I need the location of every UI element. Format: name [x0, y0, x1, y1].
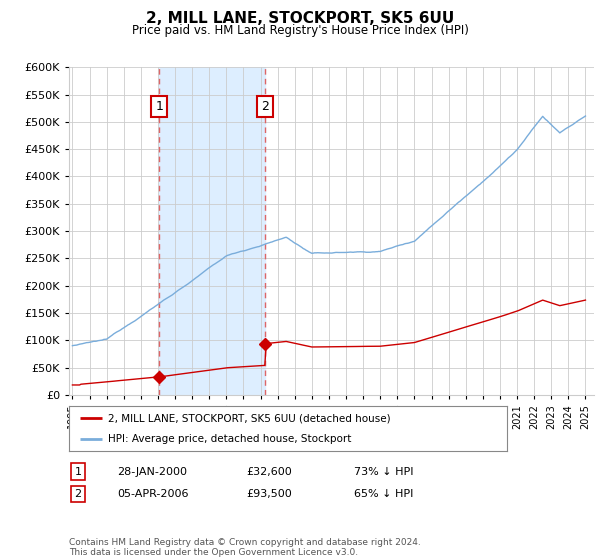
Text: 05-APR-2006: 05-APR-2006	[117, 489, 188, 499]
Text: HPI: Average price, detached house, Stockport: HPI: Average price, detached house, Stoc…	[107, 433, 351, 444]
Text: Price paid vs. HM Land Registry's House Price Index (HPI): Price paid vs. HM Land Registry's House …	[131, 24, 469, 36]
Text: Contains HM Land Registry data © Crown copyright and database right 2024.
This d: Contains HM Land Registry data © Crown c…	[69, 538, 421, 557]
Text: £93,500: £93,500	[246, 489, 292, 499]
Text: 2, MILL LANE, STOCKPORT, SK5 6UU (detached house): 2, MILL LANE, STOCKPORT, SK5 6UU (detach…	[107, 413, 390, 423]
Text: 28-JAN-2000: 28-JAN-2000	[117, 466, 187, 477]
Text: 65% ↓ HPI: 65% ↓ HPI	[354, 489, 413, 499]
Text: 1: 1	[74, 466, 82, 477]
Text: £32,600: £32,600	[246, 466, 292, 477]
Text: 2: 2	[74, 489, 82, 499]
Text: 1: 1	[155, 100, 163, 113]
Text: 2: 2	[261, 100, 269, 113]
Text: 2, MILL LANE, STOCKPORT, SK5 6UU: 2, MILL LANE, STOCKPORT, SK5 6UU	[146, 11, 454, 26]
Text: 73% ↓ HPI: 73% ↓ HPI	[354, 466, 413, 477]
Bar	[159, 67, 265, 395]
